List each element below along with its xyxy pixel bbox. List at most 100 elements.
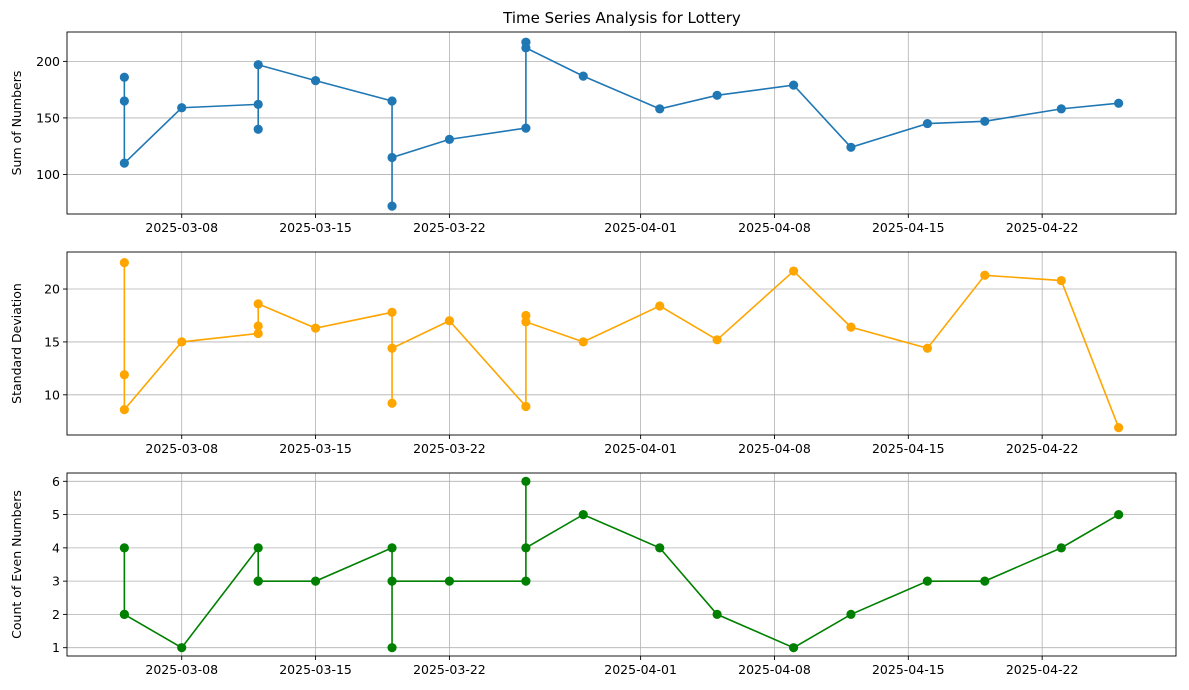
x-tick-label: 2025-04-01 (604, 662, 677, 677)
x-tick-label: 2025-04-15 (872, 220, 945, 235)
data-point (655, 543, 665, 553)
data-point (444, 134, 455, 144)
data-point (521, 310, 531, 321)
data-point (119, 257, 129, 268)
x-tick-label: 2025-03-15 (279, 441, 352, 456)
data-point (788, 643, 799, 653)
y-tick-label: 4 (52, 540, 60, 555)
axes-frame (66, 31, 1177, 215)
data-point (177, 643, 187, 653)
data-point (980, 576, 990, 586)
data-point (846, 609, 856, 620)
data-point (253, 299, 263, 309)
x-tick-label: 2025-03-22 (413, 441, 486, 456)
data-point (253, 60, 263, 70)
x-tick-label: 2025-04-15 (872, 441, 945, 456)
data-point (253, 328, 263, 339)
data-point (521, 317, 531, 327)
data-point (846, 322, 856, 332)
x-tick-label: 2025-04-22 (1006, 662, 1079, 677)
data-point (310, 323, 321, 333)
data-point (253, 321, 263, 331)
data-point (1114, 98, 1124, 108)
y-axis-label: Count of Even Numbers (9, 490, 24, 639)
data-point (922, 576, 933, 586)
data-point (387, 576, 397, 586)
y-axis-label: Standard Deviation (9, 283, 24, 404)
data-point (310, 76, 321, 86)
data-point (119, 370, 129, 380)
y-tick-label: 5 (52, 507, 60, 522)
data-point (846, 142, 856, 152)
x-tick-label: 2025-04-01 (604, 220, 677, 235)
data-point (1056, 275, 1066, 286)
data-point (387, 543, 397, 553)
y-tick-label: 20 (44, 282, 60, 297)
y-tick-label: 200 (36, 54, 60, 69)
data-point (712, 609, 722, 620)
y-tick-label: 1 (52, 640, 60, 655)
data-point (119, 543, 129, 553)
x-tick-label: 2025-03-08 (145, 220, 218, 235)
data-point (788, 80, 799, 90)
data-point (387, 307, 397, 317)
series-line (123, 42, 1119, 207)
y-tick-label: 2 (52, 607, 60, 622)
data-point (387, 643, 397, 653)
data-point (119, 158, 129, 168)
data-point (578, 337, 588, 347)
x-tick-label: 2025-03-15 (279, 662, 352, 677)
data-point (788, 266, 799, 276)
data-point (578, 509, 588, 520)
x-tick-label: 2025-04-15 (872, 662, 945, 677)
x-tick-label: 2025-04-22 (1006, 441, 1079, 456)
y-tick-label: 100 (36, 167, 60, 182)
data-point (521, 123, 531, 133)
data-point (1056, 104, 1066, 114)
data-point (119, 609, 129, 620)
axes-frame (66, 251, 1177, 436)
grid (67, 252, 1176, 435)
data-point (253, 543, 263, 553)
x-tick-label: 2025-03-22 (413, 662, 486, 677)
data-point (1114, 509, 1124, 520)
data-point (1114, 423, 1124, 433)
x-tick-label: 2025-04-08 (738, 662, 811, 677)
data-point (521, 43, 531, 53)
data-point (521, 476, 531, 486)
series-line (123, 262, 1120, 428)
data-point (980, 270, 990, 280)
x-tick-label: 2025-03-15 (279, 220, 352, 235)
data-point (253, 99, 263, 109)
y-axis-label: Sum of Numbers (9, 71, 24, 176)
data-point (444, 576, 455, 586)
data-point (387, 398, 397, 408)
data-point (387, 152, 397, 163)
subplot-sum-of-numbers: 2025-03-08 2025-03-15 2025-03-22 2025-04-01… (9, 31, 1177, 235)
x-tick-label: 2025-04-08 (738, 441, 811, 456)
y-tick-label: 10 (44, 387, 60, 402)
x-tick-label: 2025-03-22 (413, 220, 486, 235)
data-point (253, 576, 263, 586)
data-point (578, 71, 588, 81)
data-point (712, 90, 722, 100)
data-point (119, 405, 129, 415)
data-point (387, 201, 397, 211)
chart-title: Time Series Analysis for Lottery (502, 9, 741, 27)
y-tick-label: 3 (52, 574, 60, 589)
data-point (177, 103, 187, 113)
x-tick-label: 2025-04-22 (1006, 220, 1079, 235)
data-point (922, 343, 933, 353)
data-point (980, 116, 990, 126)
y-tick-label: 150 (36, 110, 60, 125)
y-tick-label: 15 (44, 334, 60, 349)
data-point (177, 337, 187, 347)
data-point (387, 96, 397, 106)
x-tick-label: 2025-03-08 (145, 662, 218, 677)
data-point (655, 301, 665, 311)
axes-frame (66, 472, 1177, 657)
data-point (712, 335, 722, 345)
data-point (119, 72, 129, 82)
subplot-count-of-even-numbers: 2025-03-08 2025-03-15 2025-03-22 2025-04-01… (9, 472, 1177, 677)
